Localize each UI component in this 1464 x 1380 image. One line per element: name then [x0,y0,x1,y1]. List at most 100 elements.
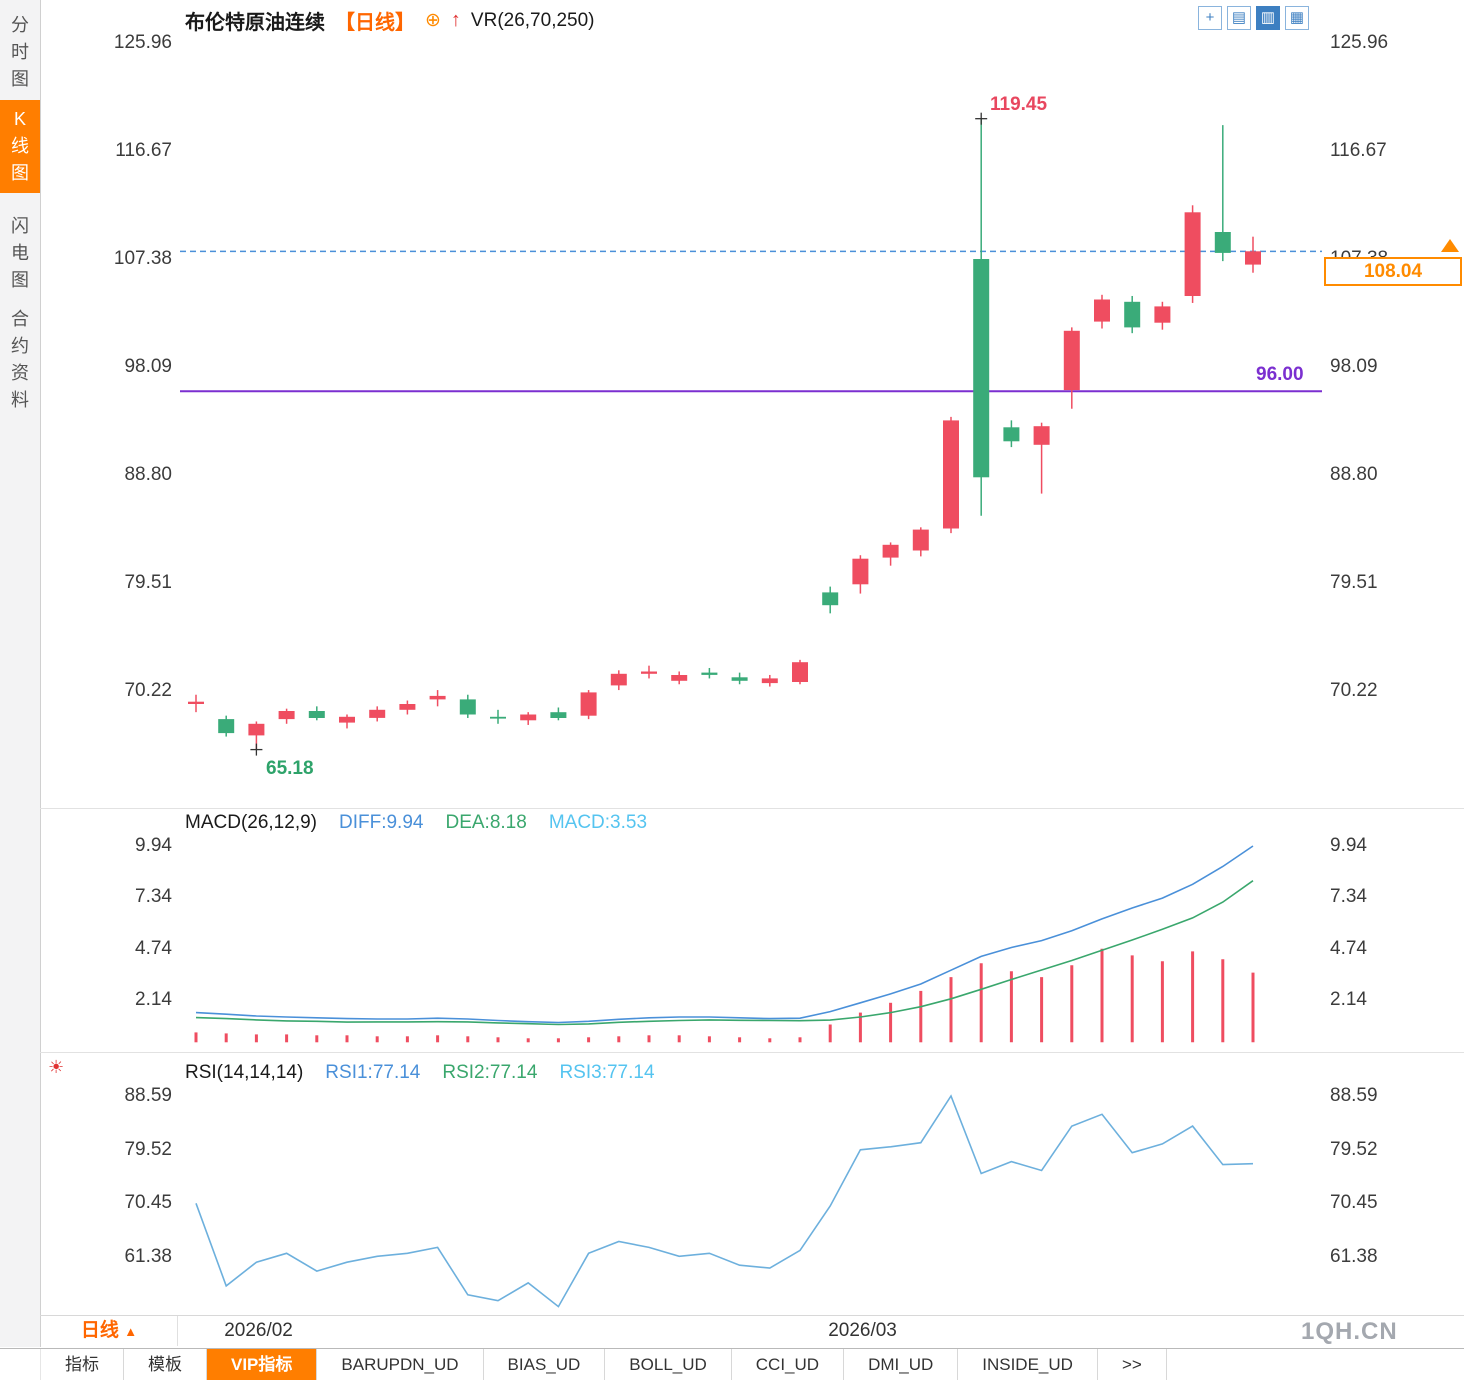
candle [912,527,929,557]
indicator-settings-icon[interactable]: ☀ [48,1057,65,1077]
candle [641,665,657,679]
candle [550,707,567,721]
instrument-title: 布伦特原油连续 [185,12,325,34]
y-axis-tick: 79.51 [1330,572,1378,593]
macd-diff-value: DIFF:9.94 [339,812,424,833]
chart-toolbar: + ▤ ▥ ▦ [1198,6,1309,30]
candle [218,715,235,737]
y-axis-tick: 61.38 [1330,1246,1378,1267]
last-price-box: 108.04 [1324,257,1462,286]
macd-hist-value: MACD:3.53 [548,812,648,833]
candle [459,694,476,718]
candle [308,706,325,721]
y-axis-tick: 79.51 [124,572,172,593]
y-axis-tick: 116.67 [1330,140,1387,161]
candle [1124,295,1141,334]
candle [339,714,355,729]
candle [1033,422,1050,494]
candle [278,708,295,724]
y-axis-tick: 7.34 [135,886,172,908]
candle [490,709,506,724]
tab-barupdn-ud[interactable]: BARUPDN_UD [317,1349,484,1380]
macd-diff-line [195,845,1254,1024]
candle [792,659,808,685]
y-axis-tick: 2.14 [1330,989,1367,1010]
extreme-marker-icon [975,112,988,125]
low-price-label: 65.18 [266,758,314,779]
rsi1-value: RSI1:77.14 [325,1062,421,1083]
tab-inside-ud[interactable]: INSIDE_UD [958,1349,1098,1380]
sidebar-item-label: 分时图 [11,15,29,89]
y-axis-tick: 88.80 [1330,464,1378,485]
y-axis-tick: 70.45 [124,1192,172,1214]
y-axis-tick: 61.38 [124,1246,172,1267]
macd-dea-value: DEA:8.18 [445,812,527,833]
tab-bias-ud[interactable]: BIAS_UD [484,1349,606,1380]
y-axis-tick: 107.38 [113,248,172,269]
sidebar-item-kline-chart[interactable]: K线图 [0,100,40,193]
macd-params: MACD(26,12,9) [185,812,317,833]
y-axis-tick: 88.80 [124,464,172,485]
panel-divider [40,808,1464,809]
candle [1094,294,1110,329]
candle [1184,205,1201,303]
y-axis-tick: 9.94 [1330,835,1367,856]
candle [1063,327,1080,409]
rsi-line [195,1094,1254,1308]
y-axis-tick: 79.52 [124,1138,172,1160]
candle [1214,125,1231,262]
macd-header: MACD(26,12,9) DIFF:9.94 DEA:8.18 MACD:3.… [185,812,647,834]
y-axis-tick: 70.22 [1330,680,1378,701]
candle [1245,236,1261,273]
extreme-marker-icon [250,743,263,756]
panel-divider [40,1315,1464,1316]
chart-style-icon[interactable]: ▥ [1256,6,1280,30]
candle [429,690,446,707]
y-axis-tick: 125.96 [113,32,172,53]
sidebar-item-label: K线图 [11,109,29,183]
candle [671,671,688,685]
chevron-up-icon: ▲ [124,1324,138,1339]
tab-dmi-ud[interactable]: DMI_UD [844,1349,959,1380]
tab-templates[interactable]: 模板 [124,1349,207,1380]
candle [731,672,748,685]
candle [1003,420,1020,448]
period-selector-label: 日线 [80,1320,119,1341]
up-arrow-icon: ↑ [450,9,461,31]
add-indicator-icon[interactable]: ⊕ [425,10,441,31]
sidebar-item-time-chart[interactable]: 分时图 [0,6,40,99]
rsi2-value: RSI2:77.14 [442,1062,538,1083]
vr-indicator-label: VR(26,70,250) [470,9,595,31]
y-axis-tick: 9.94 [135,835,172,856]
candle [701,667,718,679]
candle [248,721,265,750]
period-selector[interactable]: 日线 ▲ [41,1316,178,1346]
sidebar-item-contract-info[interactable]: 合约资料 [0,300,40,420]
split-view-icon[interactable]: ▦ [1285,6,1309,30]
sidebar-item-label: 合约资料 [11,309,29,410]
y-axis-tick: 4.74 [135,937,172,959]
tab-cci-ud[interactable]: CCI_UD [732,1349,845,1380]
sidebar-item-flash-chart[interactable]: 闪电图 [0,207,40,300]
layout-grid-icon[interactable]: ▤ [1227,6,1251,30]
crosshair-icon[interactable]: + [1198,6,1222,30]
y-axis-tick: 125.96 [1330,32,1389,53]
bottom-tabbar: 指标 模板 VIP指标 BARUPDN_UD BIAS_UD BOLL_UD C… [0,1348,1464,1380]
y-axis-tick: 116.67 [115,140,172,161]
tab-more[interactable]: >> [1098,1349,1167,1380]
panel-divider [40,1052,1464,1053]
left-sidebar: 分时图 K线图 闪电图 合约资料 [0,0,41,1347]
tab-indicators[interactable]: 指标 [41,1349,124,1380]
y-axis-tick: 4.74 [1330,937,1367,959]
y-axis-tick: 7.34 [1330,886,1367,908]
support-line-label: 96.00 [1256,364,1304,385]
y-axis-tick: 2.14 [135,989,172,1010]
tabbar-spacer [0,1349,41,1380]
x-axis-date: 2026/02 [224,1320,293,1341]
tab-vip-indicators[interactable]: VIP指标 [207,1349,318,1380]
candle [399,700,416,715]
watermark: 1QH.CN [1301,1318,1398,1345]
tab-boll-ud[interactable]: BOLL_UD [605,1349,732,1380]
